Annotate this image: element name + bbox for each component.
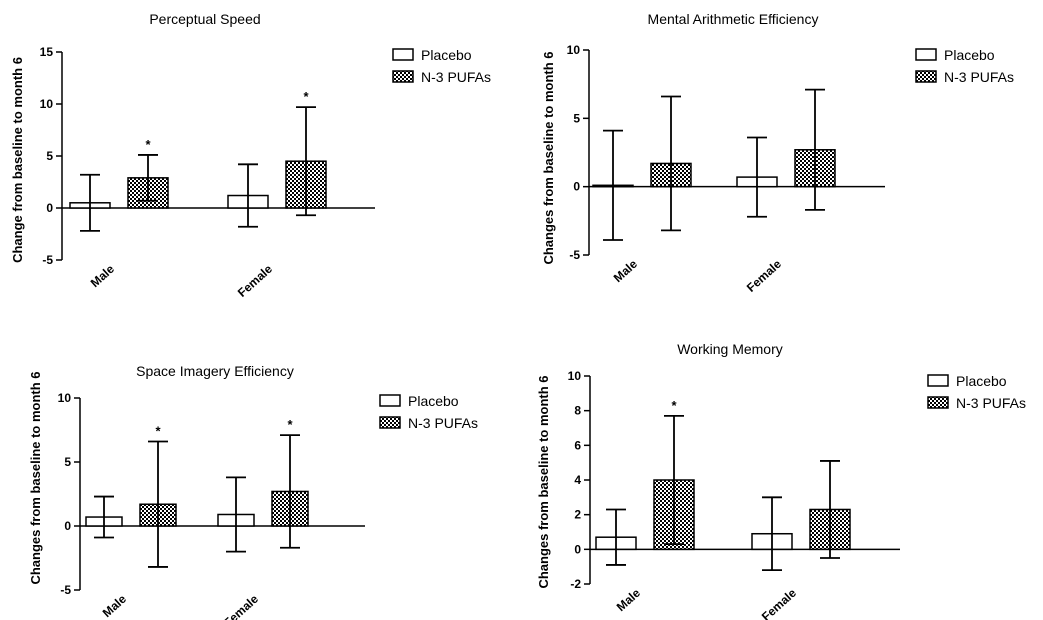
y-tick-label: 0: [573, 180, 580, 194]
y-tick-label: 5: [573, 111, 580, 125]
legend-swatch: [915, 48, 937, 61]
y-tick-label: -2: [570, 577, 581, 591]
legend-swatch: [927, 374, 949, 387]
legend-swatch: [915, 70, 937, 83]
y-tick-label: -5: [569, 248, 580, 262]
y-tick-label: 10: [58, 391, 72, 405]
significance-marker: *: [145, 137, 151, 152]
legend-swatch: [392, 48, 414, 61]
chart-perceptual-speed: Perceptual Speed Change from baseline to…: [10, 11, 491, 300]
x-category-label: Female: [235, 262, 275, 300]
y-axis-label: Changes from baseline to month 6: [541, 51, 556, 264]
chart-title: Mental Arithmetic Efficiency: [648, 11, 819, 27]
x-category-label: Male: [88, 262, 117, 290]
legend-label: N-3 PUFAs: [408, 415, 478, 431]
y-tick-label: 0: [46, 201, 53, 215]
y-tick-label: 10: [40, 97, 54, 111]
legend-label: Placebo: [944, 47, 995, 63]
chart-space-imagery-efficiency: Space Imagery Efficiency Changes from ba…: [28, 363, 478, 620]
x-category-label: Female: [759, 586, 799, 620]
chart-title: Working Memory: [677, 341, 783, 357]
x-category-label: Male: [614, 586, 643, 614]
y-tick-label: 10: [567, 43, 581, 57]
legend-swatch: [379, 394, 401, 407]
significance-marker: *: [155, 424, 161, 439]
significance-marker: *: [671, 398, 677, 413]
legend-label: Placebo: [408, 393, 459, 409]
chart-working-memory: Working Memory Changes from baseline to …: [536, 341, 1026, 620]
y-tick-label: 5: [46, 149, 53, 163]
legend-label: Placebo: [956, 373, 1007, 389]
x-category-label: Female: [221, 592, 261, 620]
y-axis-label: Changes from baseline to month 6: [28, 371, 43, 584]
x-category-label: Male: [100, 592, 129, 620]
x-category-label: Female: [744, 257, 784, 295]
legend-label: N-3 PUFAs: [421, 69, 491, 85]
y-tick-label: -5: [42, 253, 53, 267]
legend-swatch: [392, 70, 414, 83]
y-tick-label: 2: [574, 508, 581, 522]
legend-label: N-3 PUFAs: [944, 69, 1014, 85]
legend-label: N-3 PUFAs: [956, 395, 1026, 411]
chart-title: Space Imagery Efficiency: [136, 363, 294, 379]
legend-swatch: [379, 416, 401, 429]
y-tick-label: 5: [64, 455, 71, 469]
y-axis-label: Changes from baseline to month 6: [536, 375, 551, 588]
y-tick-label: 0: [64, 519, 71, 533]
y-tick-label: 0: [574, 542, 581, 556]
y-tick-label: 6: [574, 438, 581, 452]
y-axis-label: Change from baseline to month 6: [10, 57, 25, 263]
legend-label: Placebo: [421, 47, 472, 63]
chart-title: Perceptual Speed: [149, 11, 260, 27]
y-tick-label: 10: [568, 369, 582, 383]
y-tick-label: 15: [40, 45, 54, 59]
significance-marker: *: [303, 89, 309, 104]
significance-marker: *: [287, 417, 293, 432]
chart-mental-arithmetic-efficiency: Mental Arithmetic Efficiency Changes fro…: [541, 11, 1014, 295]
y-tick-label: 4: [574, 473, 581, 487]
y-tick-label: -5: [60, 583, 71, 597]
legend-swatch: [927, 396, 949, 409]
x-category-label: Male: [611, 257, 640, 285]
y-tick-label: 8: [574, 404, 581, 418]
